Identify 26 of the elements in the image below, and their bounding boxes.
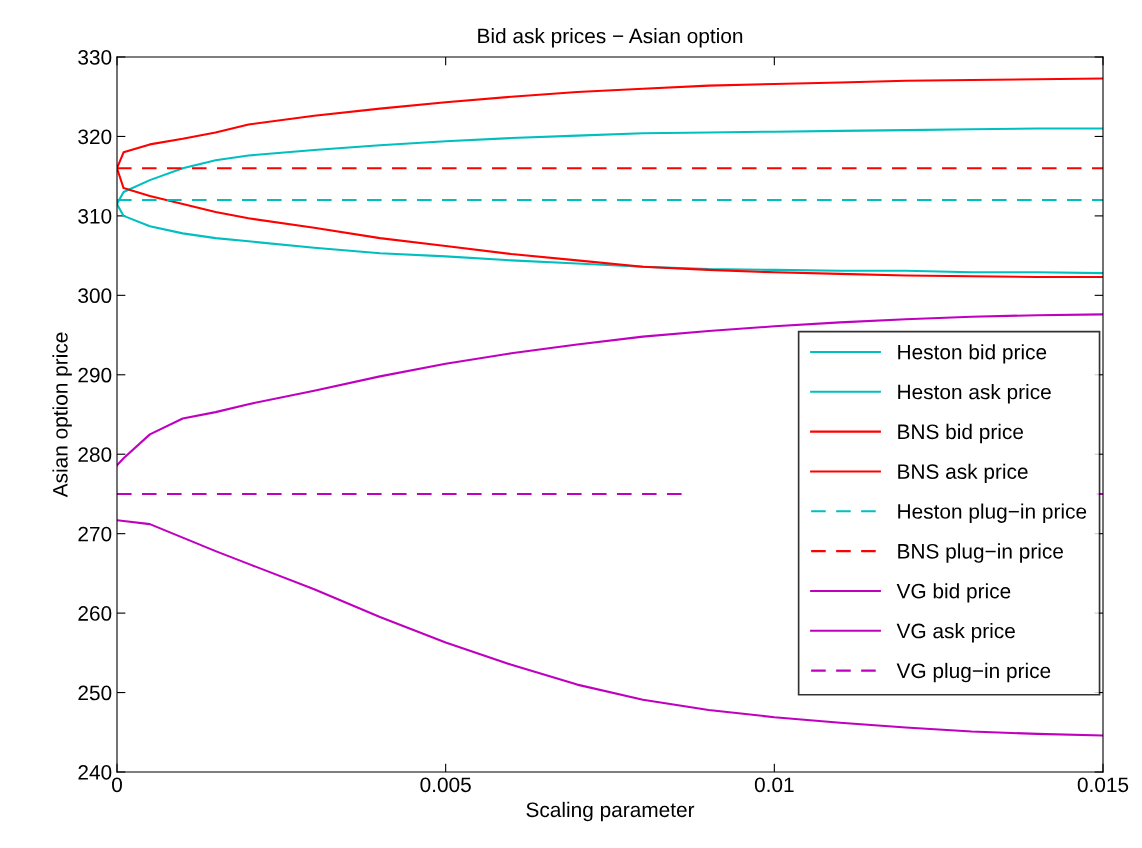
x-tick-label: 0.01: [754, 777, 794, 793]
legend-label: Heston ask price: [898, 384, 1051, 404]
y-tick-label: 240: [78, 765, 112, 780]
x-axis-title: Scaling parameter: [526, 801, 695, 822]
x-tick-label: 0.005: [420, 777, 471, 793]
y-tick-label: 300: [78, 288, 112, 304]
y-tick-label: 310: [78, 208, 112, 224]
legend-label: VG ask price: [896, 623, 1015, 643]
legend-label: BNS ask price: [898, 463, 1028, 484]
legend-label: VG bid price: [896, 583, 1011, 603]
y-axis-title: Asian option price: [52, 332, 72, 498]
y-tick-label: 270: [78, 526, 112, 542]
y-tick-label: 320: [78, 129, 112, 145]
x-tick-label: 0: [112, 777, 122, 793]
y-tick-label: 260: [78, 606, 112, 621]
chart-title: Bid ask prices − Asian option: [478, 28, 743, 48]
y-tick-label: 280: [78, 447, 112, 462]
legend-label: BNS plug−in price: [898, 543, 1063, 563]
legend-label: VG plug−in price: [896, 662, 1051, 683]
y-tick-label: 290: [78, 367, 112, 383]
legend-label: BNS bid price: [898, 423, 1023, 444]
x-tick-label: 0.015: [1077, 777, 1129, 793]
legend-label: Heston bid price: [898, 344, 1047, 364]
legend-label: Heston plug−in price: [898, 503, 1087, 523]
y-tick-label: 330: [78, 50, 112, 65]
y-tick-label: 250: [78, 685, 112, 701]
